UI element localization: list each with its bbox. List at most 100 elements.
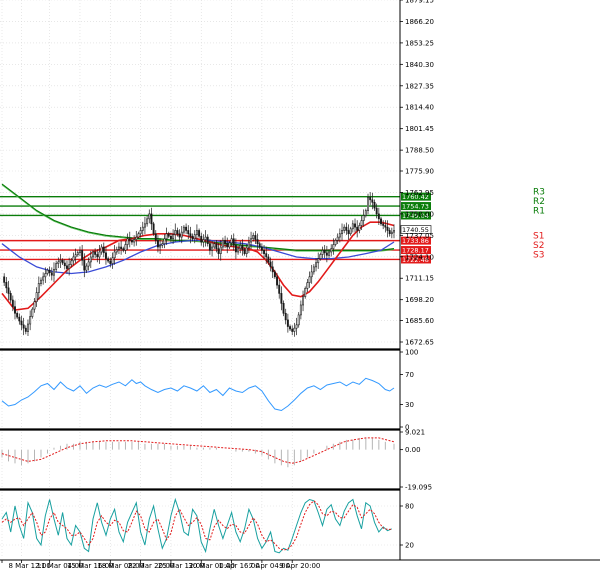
candle-body	[243, 249, 246, 254]
candle-body	[163, 238, 166, 245]
level-price-tag	[401, 192, 431, 201]
level-name-r1: R1	[533, 206, 545, 216]
candle-body	[338, 233, 341, 238]
price-panel: 1740.55	[1, 183, 432, 337]
candle-body	[187, 230, 190, 235]
candle-body	[48, 269, 51, 273]
candle-body	[128, 238, 131, 241]
time-tick-label: 8 Mar 12:00	[8, 562, 50, 570]
last-price-label: 1740.55	[402, 226, 429, 234]
candle-body	[37, 283, 40, 293]
candle-body	[232, 238, 235, 246]
candle-body	[356, 226, 359, 231]
candle-body	[310, 271, 313, 278]
candle-body	[280, 293, 283, 304]
candle-body	[312, 266, 315, 273]
candle-body	[61, 259, 64, 264]
candle-body	[57, 261, 60, 264]
candle-body	[22, 324, 25, 329]
level-name-s1: S1	[533, 232, 544, 242]
candle-body	[247, 241, 250, 249]
candle-body	[5, 282, 8, 289]
level-price-tag-label: 1749.04	[402, 212, 429, 220]
candle-body	[33, 301, 36, 310]
candle-body	[260, 246, 263, 251]
stochastic-k-line	[1, 497, 393, 554]
level-name-s3: S3	[533, 250, 544, 260]
candle-body	[224, 240, 227, 245]
price-tick-label: 1698.20	[405, 296, 434, 304]
level-price-tag	[401, 255, 431, 264]
candle-body	[135, 236, 138, 240]
candle-body	[159, 245, 162, 248]
time-tick-label: 18 Mar 08:00	[97, 562, 144, 570]
candle-body	[89, 256, 92, 263]
candle-body	[98, 251, 101, 258]
candle-body	[92, 251, 94, 258]
candle-body	[308, 276, 311, 283]
candle-body	[191, 235, 194, 240]
candle-body	[27, 323, 29, 332]
level-price-tag	[401, 236, 431, 245]
support-resistance-levels: R3 1760.42 R2 1754.73 R1 1749.04 S1 1733.86 S2 17…	[0, 188, 545, 264]
candle-body	[319, 254, 322, 259]
candle-body	[321, 250, 324, 255]
candle-body	[107, 258, 110, 262]
candle-body	[122, 248, 125, 251]
macd-panel	[1, 437, 395, 468]
candle-body	[96, 254, 99, 258]
candle-body	[115, 249, 118, 253]
macd-tick-label: -19.095	[405, 484, 432, 492]
price-tick-label: 1724.10	[405, 253, 434, 261]
candle-body	[63, 262, 66, 267]
candle-body	[143, 223, 146, 228]
time-tick-label: 1 Apr 16:00	[219, 562, 260, 570]
price-tick-label: 1827.35	[405, 82, 434, 90]
candle-body	[250, 238, 253, 243]
time-tick-label: 15 Mar 16:00	[67, 562, 114, 570]
time-tick-label: 9 Apr 20:00	[279, 562, 320, 570]
candle-body	[341, 230, 343, 235]
candle-body	[100, 246, 103, 253]
candle-body	[18, 316, 21, 322]
candle-body	[193, 234, 196, 240]
rsi-tick-label: 100	[405, 349, 418, 357]
level-price-tag-label: 1728.17	[402, 246, 429, 254]
candle-body	[393, 230, 395, 233]
level-price-tag	[401, 211, 431, 220]
price-tick-label: 1737.05	[405, 232, 434, 240]
stochastic-tick-label: 20	[405, 542, 414, 550]
level-name-r3: R3	[533, 188, 545, 198]
candle-body	[390, 231, 393, 235]
candle-body	[226, 243, 229, 248]
candle-body	[72, 256, 75, 262]
candle-body	[7, 287, 10, 294]
candle-body	[200, 235, 203, 243]
candle-body	[330, 248, 333, 253]
candle-body	[111, 257, 114, 264]
candle-body	[133, 239, 136, 243]
candle-body	[367, 197, 369, 211]
candle-body	[120, 246, 123, 249]
candle-body	[267, 256, 270, 263]
candle-body	[211, 246, 214, 251]
candle-body	[44, 273, 47, 278]
candle-body	[165, 233, 168, 240]
price-tick-label: 1711.15	[405, 275, 434, 283]
candle-body	[208, 243, 211, 251]
stochastic-panel	[1, 497, 393, 554]
candle-body	[83, 259, 86, 271]
macd-tick-label: 0.00	[405, 446, 421, 454]
candle-body	[70, 260, 73, 265]
candle-body	[343, 226, 346, 231]
candle-body	[29, 316, 32, 325]
time-tick-label: 22 Mar 20:00	[128, 562, 175, 570]
level-price-tag	[401, 246, 431, 255]
candle-body	[304, 288, 307, 298]
candle-body	[258, 243, 261, 248]
candle-body	[154, 233, 157, 241]
candle-body	[369, 197, 372, 201]
price-tick-label: 1685.60	[405, 317, 434, 325]
candle-body	[228, 242, 231, 248]
